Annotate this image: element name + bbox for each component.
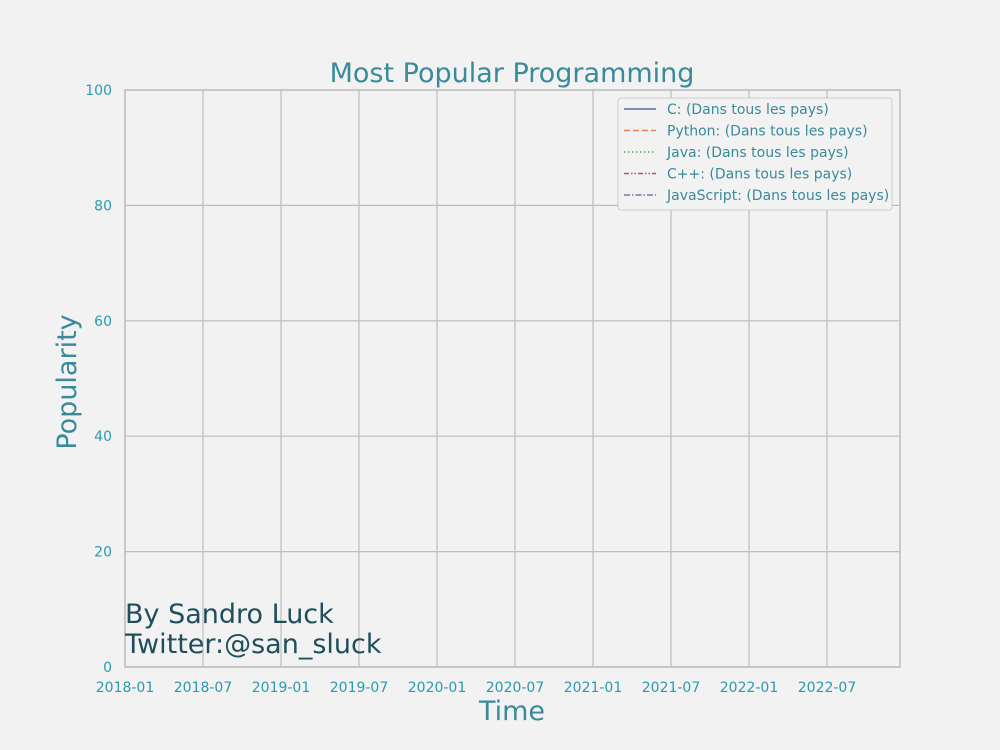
y-tick-label: 40 [94,429,112,445]
x-tick-label: 2020-07 [486,680,545,696]
legend-label: Python: (Dans tous les pays) [667,124,868,140]
x-tick-label: 2018-01 [96,680,155,696]
y-tick-labels: 0 20 40 60 80 100 [85,83,112,676]
x-tick-label: 2021-07 [642,680,701,696]
y-tick-label: 100 [85,83,112,99]
legend-label: Java: (Dans tous les pays) [666,145,849,161]
x-tick-label: 2019-01 [252,680,311,696]
x-axis-label: Time [478,696,545,727]
legend-label: C: (Dans tous les pays) [667,102,829,118]
x-tick-label: 2019-07 [330,680,389,696]
legend-label: JavaScript: (Dans tous les pays) [666,188,889,204]
x-tick-label: 2022-01 [720,680,779,696]
legend: C: (Dans tous les pays) Python: (Dans tou… [617,97,893,211]
legend-box [617,97,893,211]
grid [124,89,900,668]
legend-label: C++: (Dans tous les pays) [667,167,852,183]
y-tick-label: 60 [94,314,112,330]
y-tick-label: 20 [94,545,112,561]
plot-frame [124,89,901,668]
y-axis-label: Popularity [52,314,83,449]
x-tick-label: 2018-07 [174,680,233,696]
x-tick-label: 2022-07 [798,680,857,696]
y-tick-label: 80 [94,198,112,214]
y-tick-label: 0 [103,660,112,676]
x-tick-label: 2021-01 [564,680,623,696]
legend-entries: C: (Dans tous les pays) Python: (Dans tou… [624,102,889,204]
chart-title: Most Popular Programming [330,58,695,89]
credit-twitter: Twitter:@san_sluck [124,629,382,660]
credit-author: By Sandro Luck [125,599,334,630]
x-tick-labels: 2018-01 2018-07 2019-01 2019-07 2020-01 2020-… [96,680,857,696]
x-tick-label: 2020-01 [408,680,467,696]
